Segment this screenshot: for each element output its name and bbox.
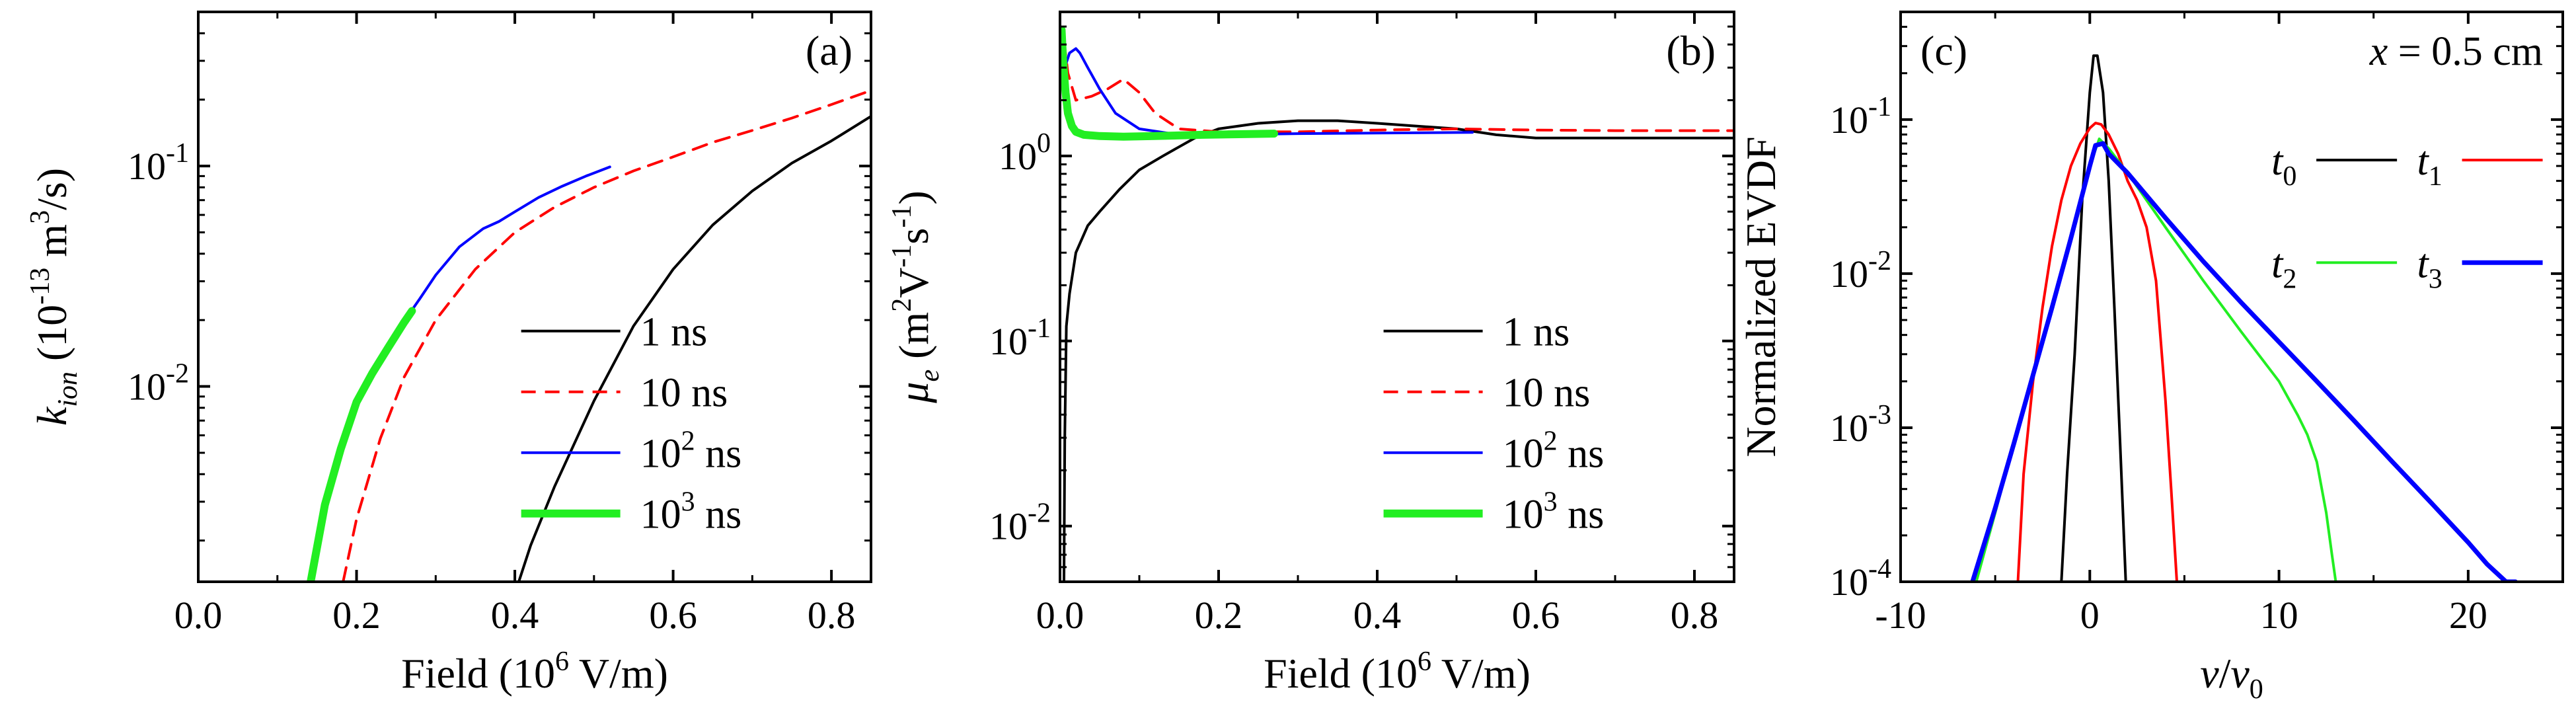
series-line-2 [2016, 122, 2178, 582]
legend-label: t2 [2271, 241, 2296, 294]
y-axis-label: μe (m2V-1s-1) [887, 190, 945, 403]
plot-area [1060, 26, 1734, 582]
legend-label: 1 ns [1503, 310, 1570, 355]
legend-label: 10 ns [1503, 371, 1591, 416]
x-tick-label: 0.2 [1195, 594, 1243, 637]
panel-b: 0.0 0.2 0.4 0.6 0.8 10-2 10-1 100 (b) Field (106 … [887, 11, 1735, 697]
plot-frame [197, 11, 872, 583]
y-tick-label: 10-2 [989, 498, 1051, 548]
legend-label: t3 [2417, 241, 2443, 294]
series-line-2 [1063, 39, 1734, 134]
series-line-1 [2060, 54, 2127, 582]
y-tick-label: 10-4 [1830, 554, 1891, 604]
x-tick-label: 0.0 [1036, 594, 1084, 637]
y-axis-label: Normalized EVDF [1737, 136, 1784, 457]
y-tick-label: 10-1 [1830, 92, 1891, 141]
x-tick-label: 20 [2449, 594, 2487, 637]
panel-label: (b) [1666, 27, 1716, 74]
y-tick-label: 100 [999, 128, 1051, 178]
legend-label: 103 ns [640, 487, 742, 537]
legend-label: 10 ns [640, 371, 728, 416]
series-line-4 [1970, 141, 2518, 582]
x-tick-label: -10 [1875, 594, 1926, 637]
plot-area [1970, 54, 2518, 582]
x-axis-label: Field (106 V/m) [401, 647, 668, 697]
series-line-4 [1060, 26, 1278, 141]
x-tick-label: 0.8 [1671, 594, 1719, 637]
x-axis-label: Field (106 V/m) [1264, 647, 1531, 697]
x-tick-label: 0.8 [808, 594, 856, 637]
panel-label: (a) [806, 27, 852, 74]
plot-frame [1059, 11, 1735, 583]
series-line-2 [342, 89, 871, 582]
panel-a: 0.0 0.2 0.4 0.6 0.8 10-2 10-1 (a) Field (106 V/m… [25, 11, 872, 697]
series-line-3 [309, 165, 611, 582]
annotation: x = 0.5 cm [2369, 29, 2543, 74]
y-tick-label: 10-2 [1830, 246, 1891, 296]
plot-area [307, 89, 871, 582]
x-tick-label: 0.4 [491, 594, 539, 637]
y-tick-label: 10-1 [128, 138, 189, 188]
panel-label: (c) [1920, 27, 1967, 74]
x-tick-label: 0.4 [1353, 594, 1402, 637]
x-tick-label: 0.6 [649, 594, 697, 637]
legend-label: 1 ns [640, 310, 708, 355]
x-axis-label: v/v0 [2200, 650, 2263, 705]
x-tick-label: 0.0 [174, 594, 223, 637]
y-tick-label: 10-3 [1830, 400, 1891, 450]
x-tick-label: 0.2 [332, 594, 381, 637]
series-line-1 [517, 114, 871, 582]
legend-label: t1 [2417, 139, 2443, 192]
series-line-3 [1060, 47, 1474, 136]
legend-label: 102 ns [1503, 426, 1605, 477]
y-tick-label: 10-1 [989, 313, 1051, 363]
x-tick-label: 10 [2260, 594, 2298, 637]
legend-label: 102 ns [640, 426, 742, 477]
panel-c: -10 0 10 20 10-4 10-3 10-2 10-1 (c) v/v0 Normalize… [1737, 11, 2564, 705]
legend-label: t0 [2271, 139, 2296, 192]
legend-label: 103 ns [1503, 487, 1605, 537]
y-axis-label: kion (10-13 m3/s) [25, 168, 83, 426]
y-tick-label: 10-2 [128, 359, 189, 409]
x-tick-label: 0.6 [1512, 594, 1560, 637]
series-line-4 [307, 307, 416, 582]
x-tick-label: 0 [2080, 594, 2100, 637]
